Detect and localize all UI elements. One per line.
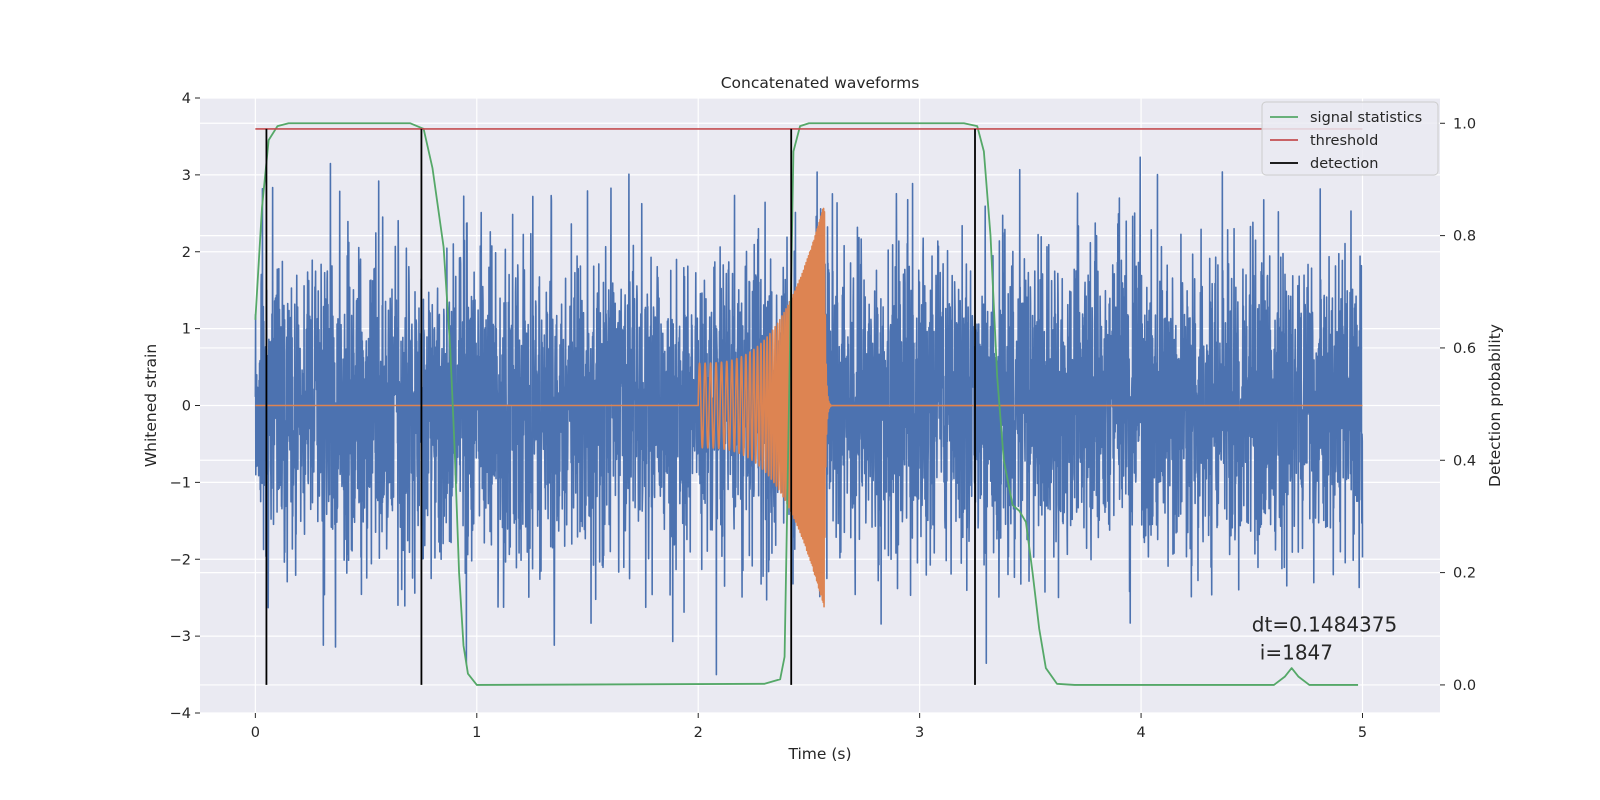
y2-tick-label: 0.4 [1453,453,1476,469]
ticks: −4 −3 −2 −1 0 1 2 3 4 0 1 2 3 4 5 0.0 0.2 0.4 0.6 0.8 1.0 [170,91,1476,741]
y-tick-label: 2 [182,245,191,261]
y-tick-label: −4 [170,706,191,722]
y-tick-label: 1 [182,322,191,338]
legend-box [1261,101,1439,176]
y-tick-label: 4 [182,91,191,107]
x-tick-label: 1 [472,725,481,741]
chirp-series-line [255,207,1363,608]
y2-axis-label: Detection probability [1486,324,1504,487]
x-tick-label: 3 [915,725,924,741]
annotation-index: i=1847 [1260,640,1333,664]
chart-title: Concatenated waveforms [721,74,920,92]
y-tick-label: 3 [182,168,191,184]
signal-statistics-line [254,122,1359,686]
y-tick-label: 0 [182,399,191,415]
y-tick-label: −1 [170,475,191,491]
x-tick-label: 4 [1136,725,1145,741]
y-tick-label: −2 [170,552,191,568]
annotation: dt=0.1484375 i=1847 [1252,612,1397,664]
x-axis-label: Time (s) [787,745,851,763]
y2-tick-label: 1.0 [1453,116,1476,132]
legend: signal statistics threshold detection [1261,101,1439,176]
y2-tick-label: 0.8 [1453,229,1476,245]
x-tick-label: 0 [251,725,260,741]
y2-tick-label: 0.0 [1453,678,1476,694]
y-axis-label: Whitened strain [142,344,160,467]
x-tick-label: 5 [1358,725,1367,741]
y2-tick-label: 0.6 [1453,341,1476,357]
y-tick-label: −3 [170,629,191,645]
annotation-dt: dt=0.1484375 [1252,612,1397,636]
y2-tick-label: 0.2 [1453,566,1476,582]
legend-label: detection [1310,156,1378,172]
legend-label: threshold [1310,133,1378,149]
series-layer [254,122,1364,686]
legend-label: signal statistics [1310,110,1422,126]
x-tick-label: 2 [694,725,703,741]
plot-area [200,97,1440,714]
